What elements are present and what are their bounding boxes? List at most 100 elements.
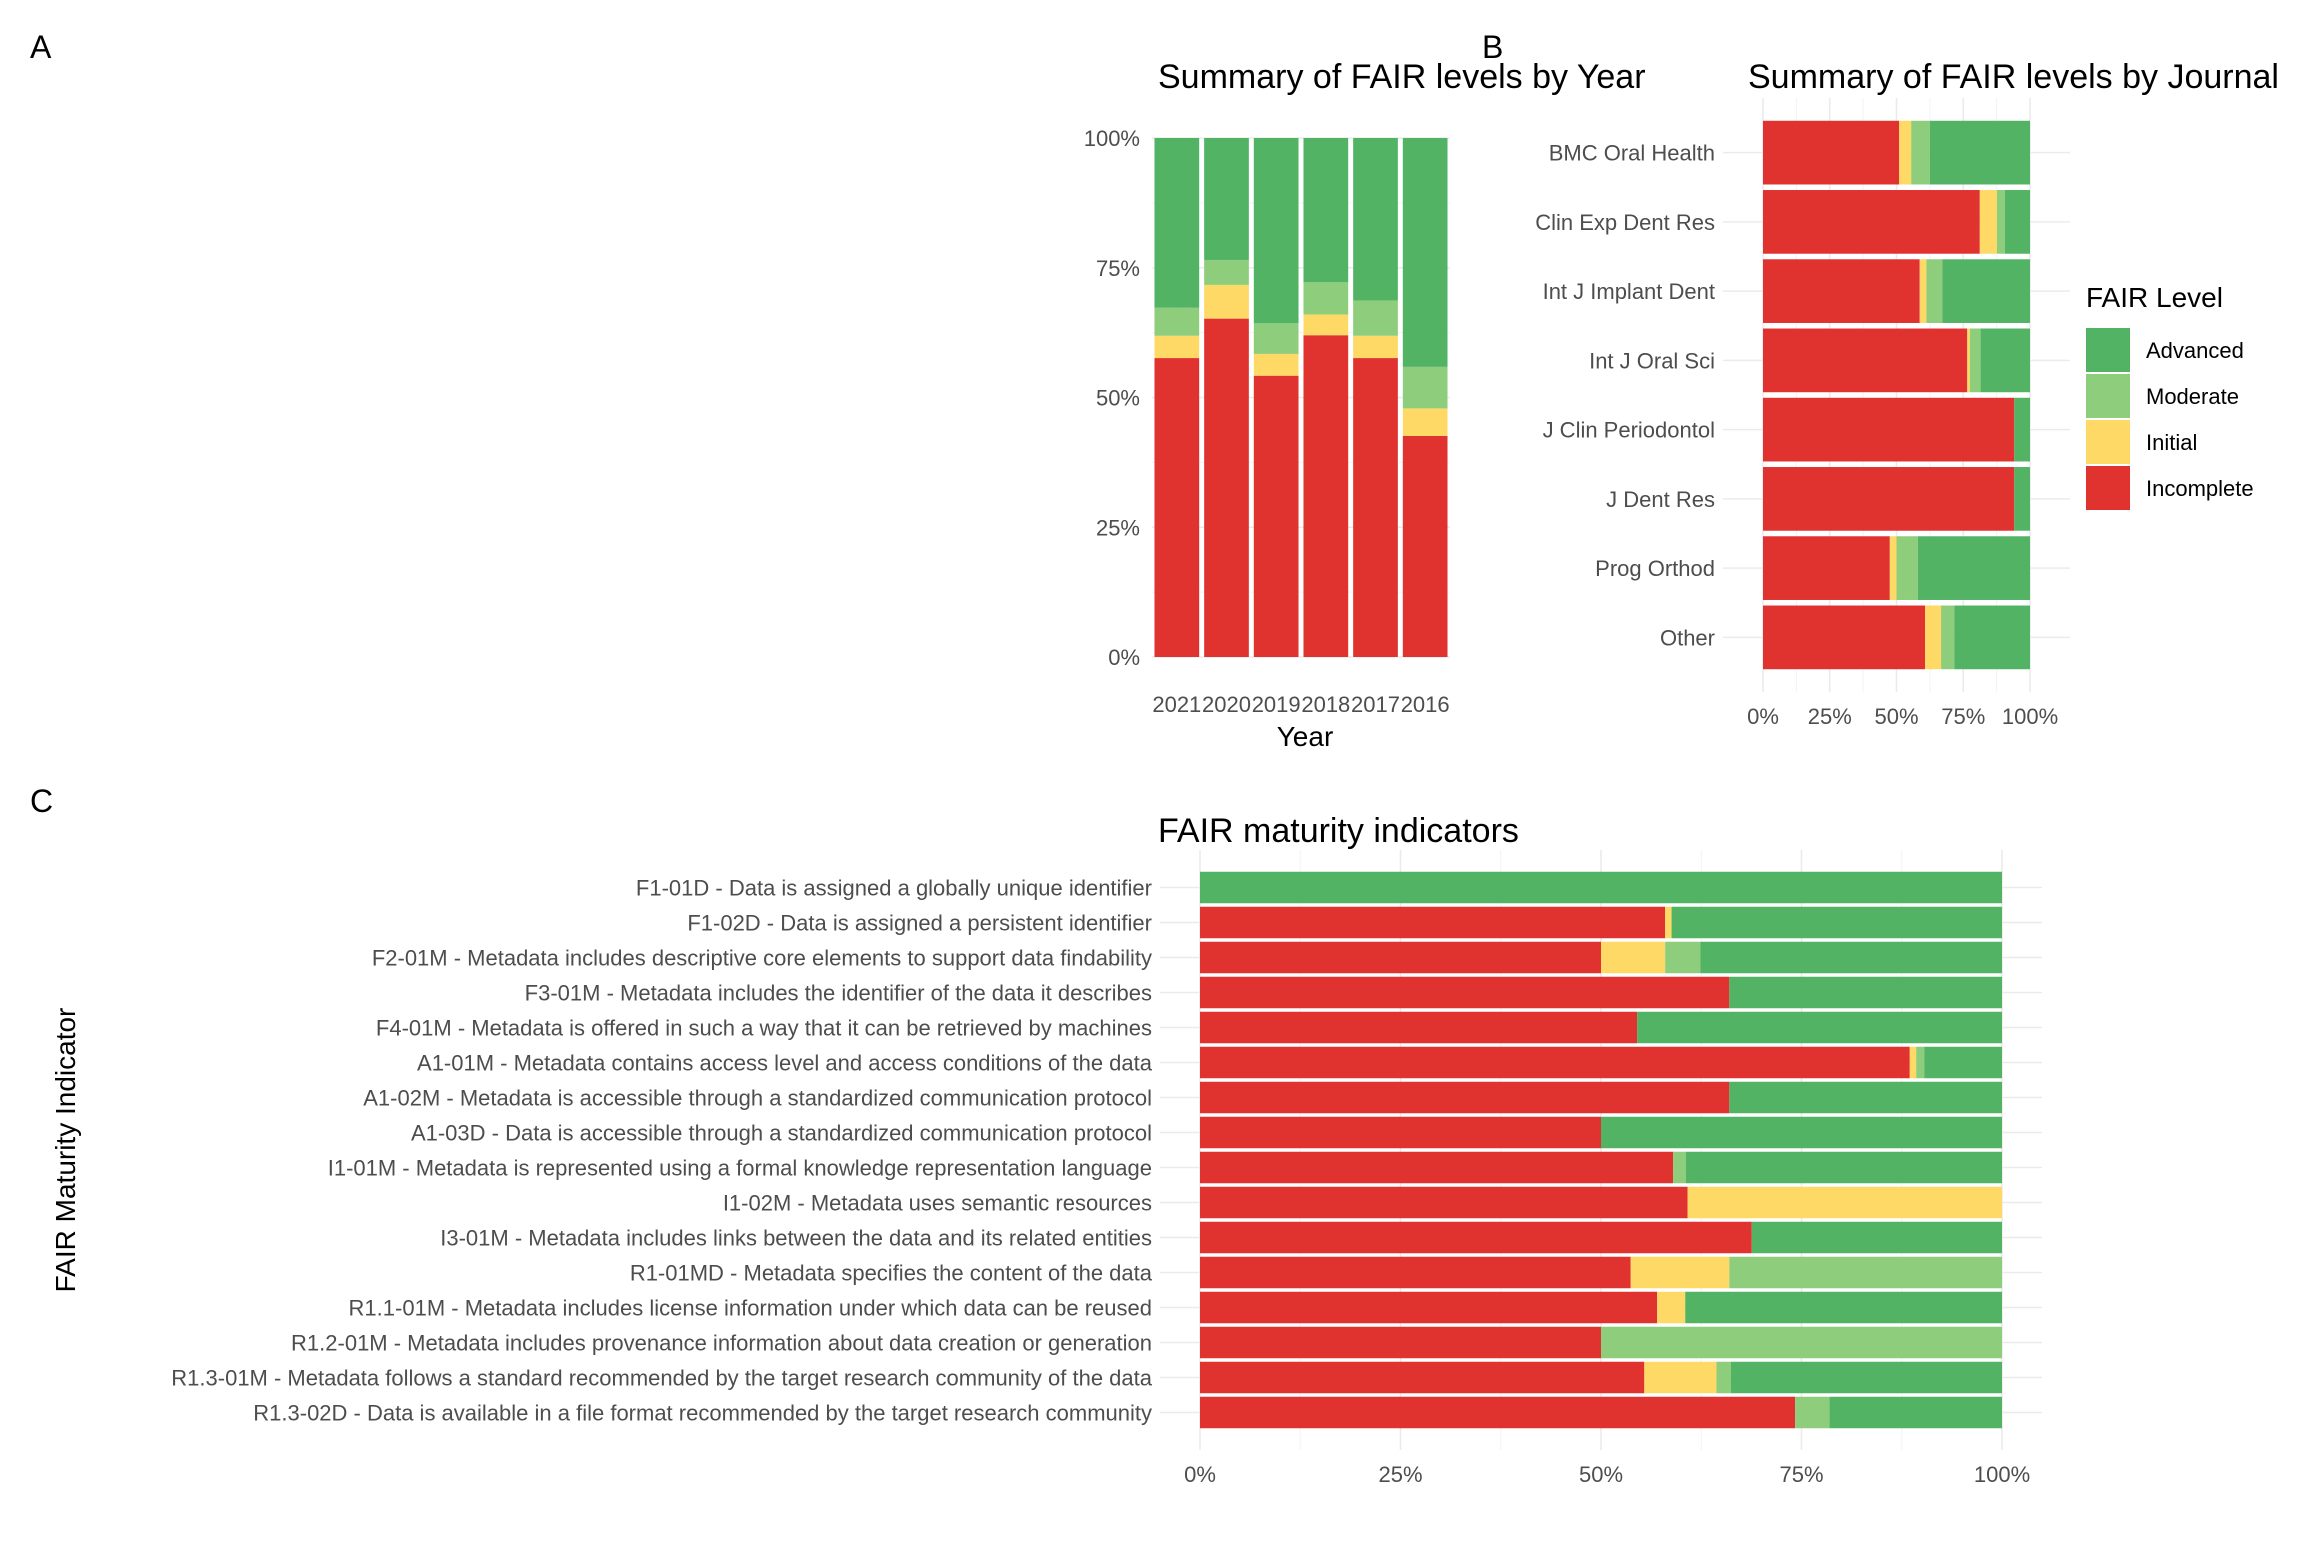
panel-c-bar-r1-1-01m-metadata-includ-advanced (1685, 1291, 2002, 1324)
panel-b-bar-int-j-implant-dent-initial (1919, 259, 1927, 323)
panel-b-x-tick-label: 25% (1808, 704, 1852, 729)
panel-b-x-tick-label: 100% (2002, 704, 2058, 729)
panel-letter-a: A (30, 29, 52, 65)
panel-c-y-tick-label: F2-01M - Metadata includes descriptive c… (372, 946, 1152, 971)
panel-c-y-tick-label: F1-02D - Data is assigned a persistent i… (687, 911, 1152, 936)
legend-label-initial: Initial (2146, 430, 2197, 455)
panel-a-x-tick-label: 2020 (1202, 692, 1251, 717)
panel-c-bar-i1-02m-metadata-uses-sem-incomplete (1200, 1186, 1688, 1219)
panel-a-bar-2019-advanced (1253, 138, 1299, 324)
panel-b-y-tick-label: Clin Exp Dent Res (1535, 210, 1715, 235)
panel-a-bar-2016-initial (1402, 408, 1448, 436)
panel-c-bar-f2-01m-metadata-includes-moderate (1665, 941, 1701, 974)
panel-c-bar-r1-3-01m-metadata-follow-moderate (1716, 1361, 1731, 1394)
panel-b-x-tick-label: 0% (1747, 704, 1779, 729)
panel-b-bar-other-incomplete (1763, 605, 1926, 670)
panel-a-x-tick-label: 2019 (1252, 692, 1301, 717)
panel-c-x-tick-label: 50% (1579, 1462, 1623, 1487)
panel-a-bar-2018-incomplete (1303, 335, 1349, 657)
panel-c-y-tick-label: R1.2-01M - Metadata includes provenance … (291, 1331, 1152, 1356)
panel-c-x-tick-label: 25% (1378, 1462, 1422, 1487)
panel-b-y-tick-label: Other (1660, 625, 1715, 650)
panel-b-bar-j-clin-periodontol-advanced (2014, 397, 2030, 462)
panel-b-bar-int-j-oral-sci-moderate (1969, 328, 1981, 393)
panel-a-year-chart: Summary of FAIR levels by Year 0% 25% 50% 7… (1084, 58, 1646, 752)
panel-c-bar-i1-02m-metadata-uses-sem-initial (1687, 1186, 2002, 1219)
panel-c-bar-a1-02m-metadata-is-acces-advanced (1729, 1081, 2002, 1114)
panel-c-bar-r1-2-01m-metadata-includ-incomplete (1200, 1326, 1601, 1359)
fair-level-legend: FAIR Level Advanced Moderate Initial Incomp… (2086, 282, 2254, 510)
panel-b-title: Summary of FAIR levels by Journal (1748, 58, 2279, 96)
panel-letter-b: B (1482, 29, 1503, 65)
panel-b-bar-j-dent-res-advanced (2014, 467, 2030, 531)
panel-c-bar-i3-01m-metadata-includes-incomplete (1200, 1221, 1752, 1254)
panel-b-bar-int-j-implant-dent-advanced (1942, 259, 2030, 323)
panel-a-bar-2020-incomplete (1204, 318, 1249, 657)
panel-b-y-tick-label: Int J Implant Dent (1543, 279, 1715, 304)
panel-c-bar-a1-01m-metadata-contains-incomplete (1200, 1046, 1910, 1079)
panel-c-bar-a1-01m-metadata-contains-moderate (1916, 1046, 1925, 1079)
panel-c-bar-f2-01m-metadata-includes-initial (1601, 941, 1666, 974)
panel-c-bar-r1-2-01m-metadata-includ-moderate (1601, 1326, 2002, 1359)
panel-c-x-tick-label: 0% (1184, 1462, 1216, 1487)
panel-c-bar-r1-1-01m-metadata-includ-initial (1657, 1291, 1686, 1324)
panel-b-y-tick-label: BMC Oral Health (1549, 141, 1715, 166)
panel-a-x-tick-label: 2018 (1301, 692, 1350, 717)
panel-c-bar-f2-01m-metadata-includes-advanced (1700, 941, 2002, 974)
panel-c-y-tick-label: I1-01M - Metadata is represented using a… (328, 1156, 1152, 1181)
panel-b-bar-int-j-oral-sci-incomplete (1763, 328, 1968, 393)
legend-swatch-incomplete (2086, 466, 2130, 510)
panel-c-bar-a1-01m-metadata-contains-initial (1909, 1046, 1917, 1079)
panel-c-y-tick-label: A1-01M - Metadata contains access level … (417, 1051, 1153, 1076)
panel-a-bar-2021-initial (1154, 335, 1200, 359)
panel-b-bar-prog-orthod-moderate (1896, 536, 1918, 600)
legend-swatch-advanced (2086, 328, 2130, 372)
panel-b-x-tick-label: 75% (1941, 704, 1985, 729)
panel-b-bar-clin-exp-dent-res-moderate (1996, 190, 2005, 254)
panel-a-title: Summary of FAIR levels by Year (1158, 58, 1646, 96)
panel-a-bar-2017-moderate (1353, 300, 1398, 336)
panel-b-bar-int-j-oral-sci-advanced (1980, 328, 2030, 393)
panel-letter-c: C (30, 783, 53, 819)
panel-b-bar-bmc-oral-health-incomplete (1763, 120, 1900, 185)
panel-a-x-tick-label: 2016 (1401, 692, 1450, 717)
panel-b-bar-other-advanced (1954, 605, 2030, 670)
panel-a-y-tick-label: 75% (1096, 256, 1140, 281)
panel-a-bar-2019-initial (1253, 353, 1299, 376)
panel-b-bar-j-dent-res-incomplete (1763, 467, 2015, 531)
panel-a-x-tick-label: 2017 (1351, 692, 1400, 717)
panel-a-bar-2017-advanced (1353, 138, 1398, 301)
panel-a-y-tick-label: 0% (1108, 645, 1140, 670)
panel-a-bar-2018-moderate (1303, 282, 1349, 315)
panel-c-bar-f4-01m-metadata-is-offer-advanced (1637, 1011, 2002, 1044)
panel-a-bar-2016-incomplete (1402, 435, 1448, 657)
panel-b-y-tick-label: J Dent Res (1606, 487, 1715, 512)
panel-a-bar-2016-advanced (1402, 138, 1448, 367)
panel-c-bar-f3-01m-metadata-includes-advanced (1729, 976, 2002, 1009)
panel-b-bar-prog-orthod-initial (1889, 536, 1897, 600)
panel-c-bar-r1-3-02d-data-is-availab-incomplete (1200, 1396, 1796, 1429)
panel-c-title: FAIR maturity indicators (1158, 812, 1519, 850)
panel-b-bar-j-clin-periodontol-incomplete (1763, 397, 2015, 462)
panel-c-x-tick-label: 100% (1974, 1462, 2030, 1487)
panel-c-bar-f3-01m-metadata-includes-incomplete (1200, 976, 1730, 1009)
panel-a-bar-2016-moderate (1402, 366, 1448, 409)
panel-c-bar-r1-3-01m-metadata-follow-incomplete (1200, 1361, 1645, 1394)
panel-c-bar-i3-01m-metadata-includes-advanced (1751, 1221, 2002, 1254)
panel-b-bar-int-j-oral-sci-initial (1967, 328, 1970, 393)
panel-c-y-tick-label: R1.3-02D - Data is available in a file f… (253, 1401, 1152, 1426)
panel-a-y-tick-label: 25% (1096, 515, 1140, 540)
panel-a-x-tick-label: 2021 (1152, 692, 1201, 717)
legend-label-moderate: Moderate (2146, 384, 2239, 409)
panel-c-bar-r1-1-01m-metadata-includ-incomplete (1200, 1291, 1658, 1324)
panel-c-bar-f1-01d-data-is-assigned--advanced (1200, 871, 2002, 904)
panel-b-bar-bmc-oral-health-advanced (1929, 120, 2030, 185)
panel-a-bar-2020-advanced (1204, 138, 1249, 260)
legend-title: FAIR Level (2086, 282, 2223, 313)
panel-a-bar-2017-initial (1353, 335, 1398, 359)
panel-a-bar-2019-moderate (1253, 323, 1299, 354)
panel-a-bar-2021-incomplete (1154, 358, 1200, 657)
legend-label-advanced: Advanced (2146, 338, 2244, 363)
panel-c-bar-r1-01md-metadata-specifi-initial (1630, 1256, 1730, 1289)
